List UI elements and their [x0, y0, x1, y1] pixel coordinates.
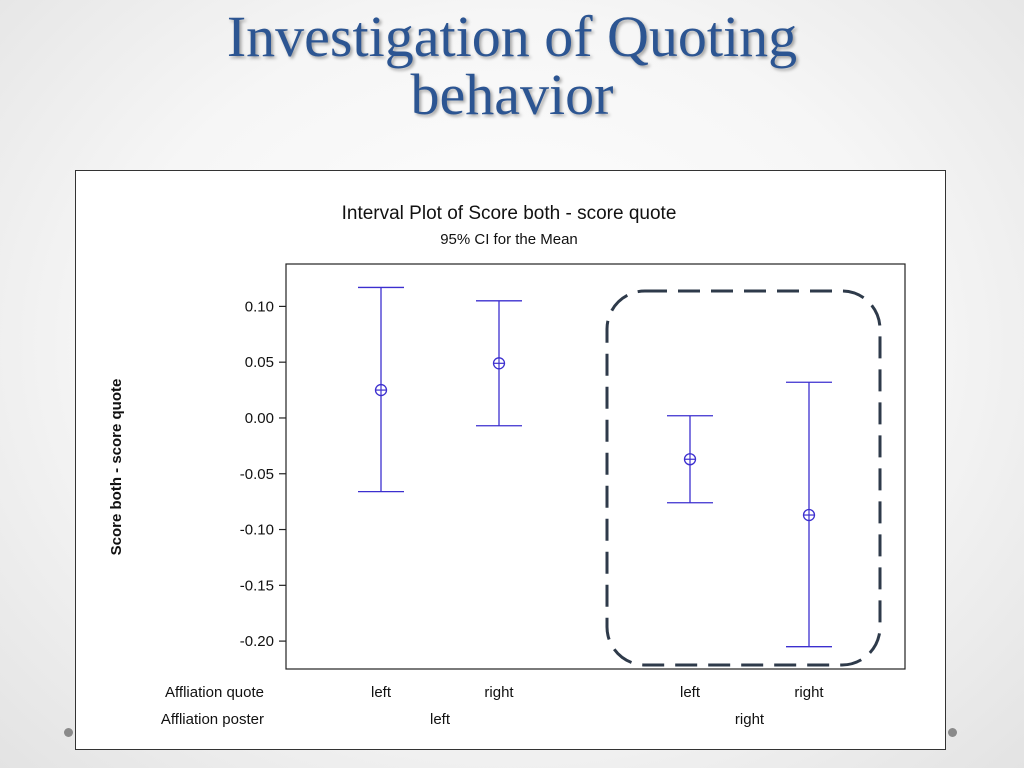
- x-label-poster: left: [430, 711, 451, 728]
- y-axis: 0.10 0.05 0.00 -0.05 -0.10 -0.15 -0.20: [240, 298, 286, 650]
- chart-title: Interval Plot of Score both - score quot…: [342, 203, 677, 224]
- plot-area: [285, 263, 906, 670]
- y-tick-label: 0.10: [245, 298, 274, 315]
- x-label-quote: left: [680, 684, 701, 701]
- chart-subtitle: 95% CI for the Mean: [440, 231, 578, 248]
- chart-frame: Interval Plot of Score both - score quot…: [75, 170, 946, 750]
- slide-decoration-dot-right: [948, 728, 957, 737]
- x-label-poster: right: [735, 711, 765, 728]
- y-tick-label: 0.05: [245, 354, 274, 371]
- row-label-poster: Affliation poster: [161, 711, 264, 728]
- highlight-box: [605, 289, 882, 667]
- y-tick-label: -0.15: [240, 577, 274, 594]
- y-tick-label: 0.00: [245, 410, 274, 427]
- slide-title-line-2: behavior: [410, 62, 614, 127]
- x-label-quote: right: [484, 684, 514, 701]
- slide-decoration-dot-left: [64, 728, 73, 737]
- row-label-quote: Affliation quote: [165, 684, 264, 701]
- y-tick-label: -0.20: [240, 633, 274, 650]
- x-label-quote: left: [371, 684, 392, 701]
- interval-series: [358, 286, 832, 648]
- y-tick-label: -0.05: [240, 466, 274, 483]
- interval-plot: Interval Plot of Score both - score quot…: [108, 203, 906, 728]
- slide-title: Investigation of Quoting behavior: [0, 8, 1024, 124]
- x-axis-labels: left right left right left right: [371, 684, 824, 728]
- x-label-quote: right: [794, 684, 824, 701]
- y-axis-label: Score both - score quote: [108, 379, 125, 556]
- slide-title-line-1: Investigation of Quoting: [226, 4, 798, 69]
- y-tick-label: -0.10: [240, 522, 274, 539]
